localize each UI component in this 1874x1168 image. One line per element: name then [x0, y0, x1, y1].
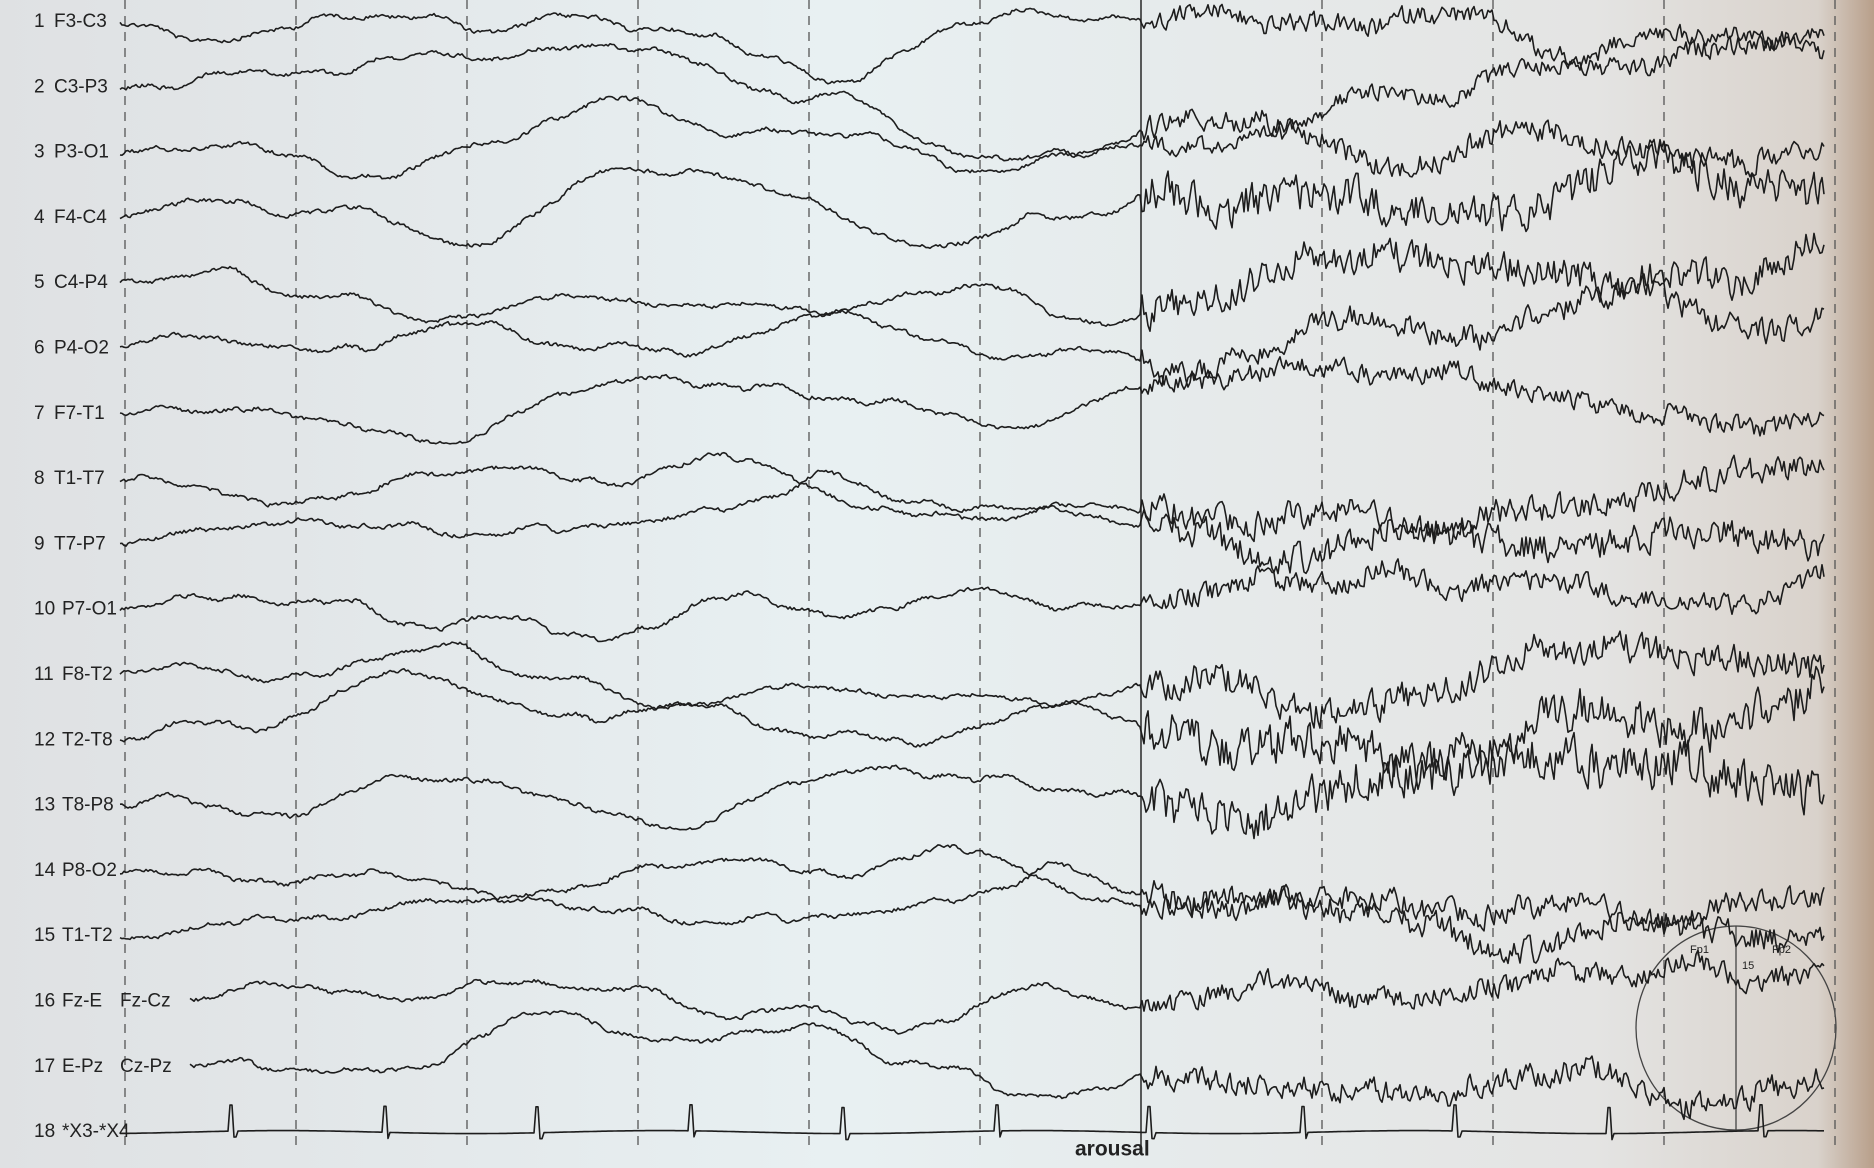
- channel-number: 8: [34, 468, 45, 489]
- channel-number: 2: [34, 76, 45, 97]
- channel-number: 9: [34, 533, 45, 554]
- channel-number: 1: [34, 11, 45, 32]
- channel-label: P7-O1: [62, 599, 117, 620]
- channel-number: 3: [34, 142, 45, 163]
- channel-number: 14: [34, 860, 56, 881]
- eeg-sheet: arousal Fp1 Fp2 15 1 F3-C3 2 C3-P3 3 P3-O1 4 F4…: [0, 0, 1874, 1168]
- channel-number: 13: [34, 795, 55, 816]
- channel-number: 12: [34, 729, 55, 750]
- channel-label: C4-P4: [54, 272, 108, 293]
- channel-label: F4-C4: [54, 207, 107, 228]
- channel-label: F7-T1: [54, 403, 105, 424]
- channel-label: *X3-*X4: [62, 1121, 130, 1142]
- channel-label: P8-O2: [62, 860, 117, 881]
- electrode-label: 15: [1742, 960, 1754, 972]
- channel-label: Fz-E: [62, 991, 102, 1012]
- channel-label: E-Pz: [62, 1056, 103, 1077]
- channel-number: 4: [34, 207, 45, 228]
- channel-number: 18: [34, 1121, 55, 1142]
- page: arousal Fp1 Fp2 15 1 F3-C3 2 C3-P3 3 P3-O1 4 F4…: [0, 0, 1874, 1168]
- channel-number: 6: [34, 338, 45, 359]
- channel-label: P3-O1: [54, 142, 109, 163]
- channel-number: 5: [34, 272, 45, 293]
- channel-number: 16: [34, 991, 55, 1012]
- channel-label: T7-P7: [54, 533, 106, 554]
- electrode-label: Fp1: [1690, 944, 1709, 956]
- channel-label: T1-T2: [62, 925, 113, 946]
- channel-number: 17: [34, 1056, 55, 1077]
- channel-label: C3-P3: [54, 76, 108, 97]
- channel-number: 15: [34, 925, 55, 946]
- channel-number: 7: [34, 403, 45, 424]
- channel-label: T2-T8: [62, 729, 113, 750]
- channel-sublabel: Cz-Pz: [120, 1056, 172, 1077]
- electrode-label: Fp2: [1772, 944, 1791, 956]
- channel-label: F8-T2: [62, 664, 113, 685]
- channel-number: 10: [34, 599, 55, 620]
- channel-label: P4-O2: [54, 338, 109, 359]
- channel-number: 11: [34, 664, 54, 685]
- channel-label: F3-C3: [54, 11, 107, 32]
- channel-sublabel: Fz-Cz: [120, 991, 171, 1012]
- channel-label: T8-P8: [62, 795, 114, 816]
- annotation: arousal: [1075, 1138, 1150, 1161]
- channel-label: T1-T7: [54, 468, 105, 489]
